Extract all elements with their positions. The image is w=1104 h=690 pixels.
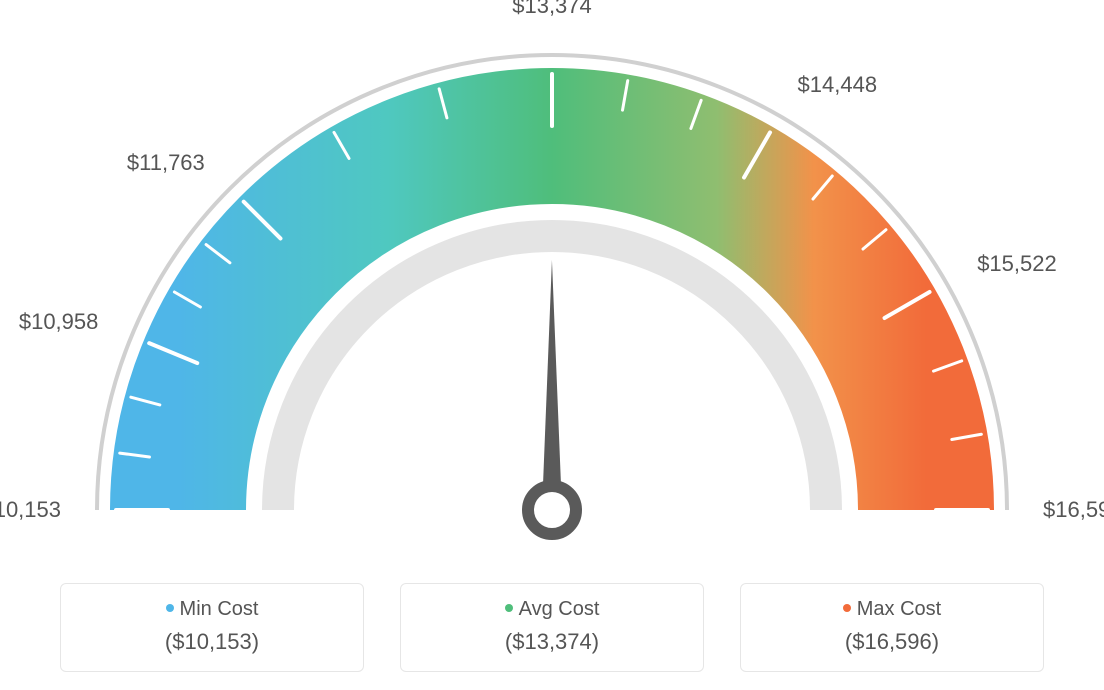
gauge-tick-label: $10,958 bbox=[19, 309, 99, 335]
gauge-tick-label: $13,374 bbox=[512, 0, 592, 19]
legend-title-avg: Avg Cost bbox=[411, 598, 693, 621]
gauge-tick-label: $10,153 bbox=[0, 497, 61, 523]
legend-row: Min Cost ($10,153) Avg Cost ($13,374) Ma… bbox=[60, 583, 1044, 672]
legend-card-min: Min Cost ($10,153) bbox=[60, 583, 364, 672]
legend-title-max: Max Cost bbox=[751, 598, 1033, 621]
dot-icon-min bbox=[166, 604, 174, 612]
legend-title-text: Avg Cost bbox=[519, 598, 600, 620]
dot-icon-avg bbox=[505, 604, 513, 612]
legend-title-min: Min Cost bbox=[71, 598, 353, 621]
gauge-tick-label: $14,448 bbox=[798, 72, 878, 98]
gauge-tick-label: $15,522 bbox=[977, 251, 1057, 277]
legend-title-text: Max Cost bbox=[857, 598, 941, 620]
legend-card-max: Max Cost ($16,596) bbox=[740, 583, 1044, 672]
legend-card-avg: Avg Cost ($13,374) bbox=[400, 583, 704, 672]
dot-icon-max bbox=[843, 604, 851, 612]
gauge-chart: $10,153 $10,958 $11,763 $13,374 $14,448 $15,5… bbox=[0, 0, 1104, 560]
gauge-svg bbox=[0, 0, 1104, 560]
gauge-tick-label: $16,596 bbox=[1043, 497, 1104, 523]
legend-title-text: Min Cost bbox=[180, 598, 259, 620]
gauge-tick-label: $11,763 bbox=[127, 150, 205, 176]
legend-value-min: ($10,153) bbox=[71, 629, 353, 655]
legend-value-max: ($16,596) bbox=[751, 629, 1033, 655]
legend-value-avg: ($13,374) bbox=[411, 629, 693, 655]
